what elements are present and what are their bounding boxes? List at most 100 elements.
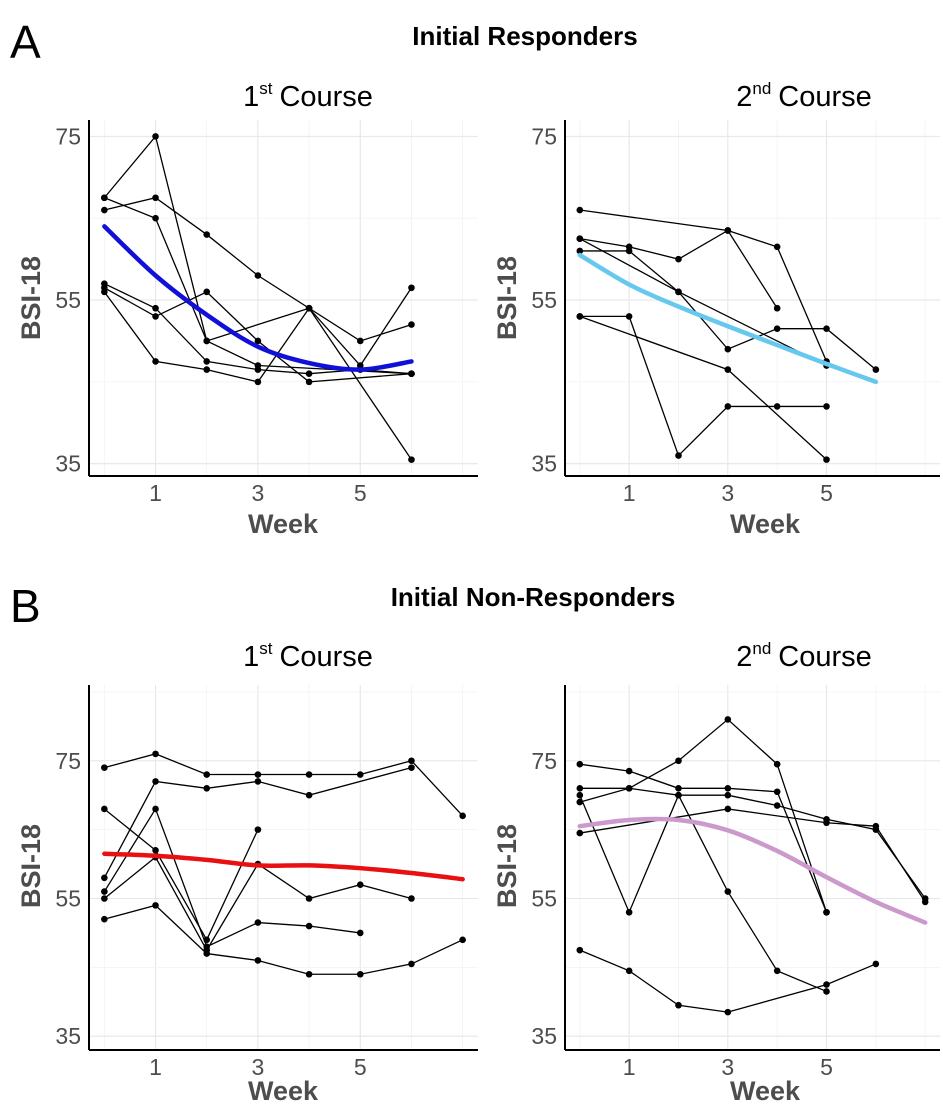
data-point [152,902,159,909]
x-tick-label: 5 [354,1054,367,1080]
patient-trajectory [576,313,830,463]
patient-trajectory [576,313,830,459]
course-word: Course [778,641,872,673]
data-point [773,403,781,410]
data-point [872,960,880,968]
data-point [101,888,108,895]
data-point [203,366,211,373]
data-point [724,888,732,895]
y-axis-label: BSI-18 [492,824,522,908]
chart-title: 2nd Course [736,79,872,113]
data-point [152,750,159,758]
trajectory-line [579,315,827,457]
data-point [576,760,584,768]
patient-trajectory [576,206,830,365]
panel-b-title: Initial Non-Responders [391,582,676,612]
data-point [408,960,415,968]
trajectory-line [579,808,926,903]
x-tick-label: 3 [721,1054,734,1080]
x-axis-label: Week [730,1076,801,1106]
data-point [203,231,211,238]
trajectory-line [579,949,877,1013]
data-point [101,874,108,882]
data-point [152,313,159,320]
data-point [305,970,313,978]
data-point [625,313,633,320]
data-point [625,785,633,792]
data-point [356,771,364,778]
trajectory-line [103,808,259,942]
data-point [101,288,108,296]
course-ordinal-suffix: nd [752,639,771,658]
data-point [872,822,880,830]
trajectory-line [579,787,926,899]
data-point [724,716,732,723]
data-point [823,403,830,410]
data-point [724,227,732,234]
course-word: Course [778,81,872,113]
data-point [356,929,364,937]
y-tick-label: 55 [531,885,557,911]
y-tick-label: 75 [531,123,557,149]
data-point [823,456,830,463]
data-point [101,895,108,902]
data-point [408,456,415,463]
x-axis-label: Week [248,1076,319,1106]
data-point [576,798,584,806]
data-point [203,950,211,957]
data-point [101,805,108,813]
panel-letter-b: B [10,580,41,632]
y-tick-label: 35 [531,1023,557,1049]
data-point [675,288,682,296]
trajectory-line [104,753,464,817]
data-point [625,908,633,916]
data-point [152,194,159,202]
data-point [101,206,108,214]
data-point [823,988,830,995]
course-word: Course [279,81,373,113]
data-point [305,370,313,378]
patient-trajectory [576,785,929,902]
data-point [152,778,159,785]
data-point [773,967,781,975]
data-point [576,235,584,242]
data-point [203,785,211,792]
data-point [203,337,211,345]
data-point [459,812,466,820]
data-point [356,881,364,889]
x-tick-label: 3 [721,480,734,506]
y-tick-label: 75 [55,123,81,149]
patient-trajectory [576,805,929,906]
data-point [675,785,682,792]
course-ordinal: 2 [736,81,752,113]
y-axis-label: BSI-18 [492,256,522,340]
data-point [101,764,108,771]
data-point [576,829,584,837]
course-ordinal-suffix: st [259,79,273,98]
data-point [773,325,781,332]
trajectory-line [104,904,463,975]
data-point [408,284,415,292]
y-tick-label: 55 [531,287,557,313]
data-point [152,304,159,312]
data-point [576,946,584,954]
data-point [724,1008,732,1016]
data-point [152,133,159,140]
trajectory-line [103,807,361,948]
x-tick-label: 1 [623,480,636,506]
data-point [625,767,633,775]
data-point [576,313,584,320]
patient-trajectory [101,805,262,944]
data-point [724,785,732,792]
chart-title: 1st Course [243,639,373,673]
data-point [773,243,781,251]
trajectory-line [579,763,828,913]
y-tick-label: 35 [55,1023,81,1049]
data-point [921,898,929,906]
data-point [152,358,159,365]
data-point [254,337,262,345]
